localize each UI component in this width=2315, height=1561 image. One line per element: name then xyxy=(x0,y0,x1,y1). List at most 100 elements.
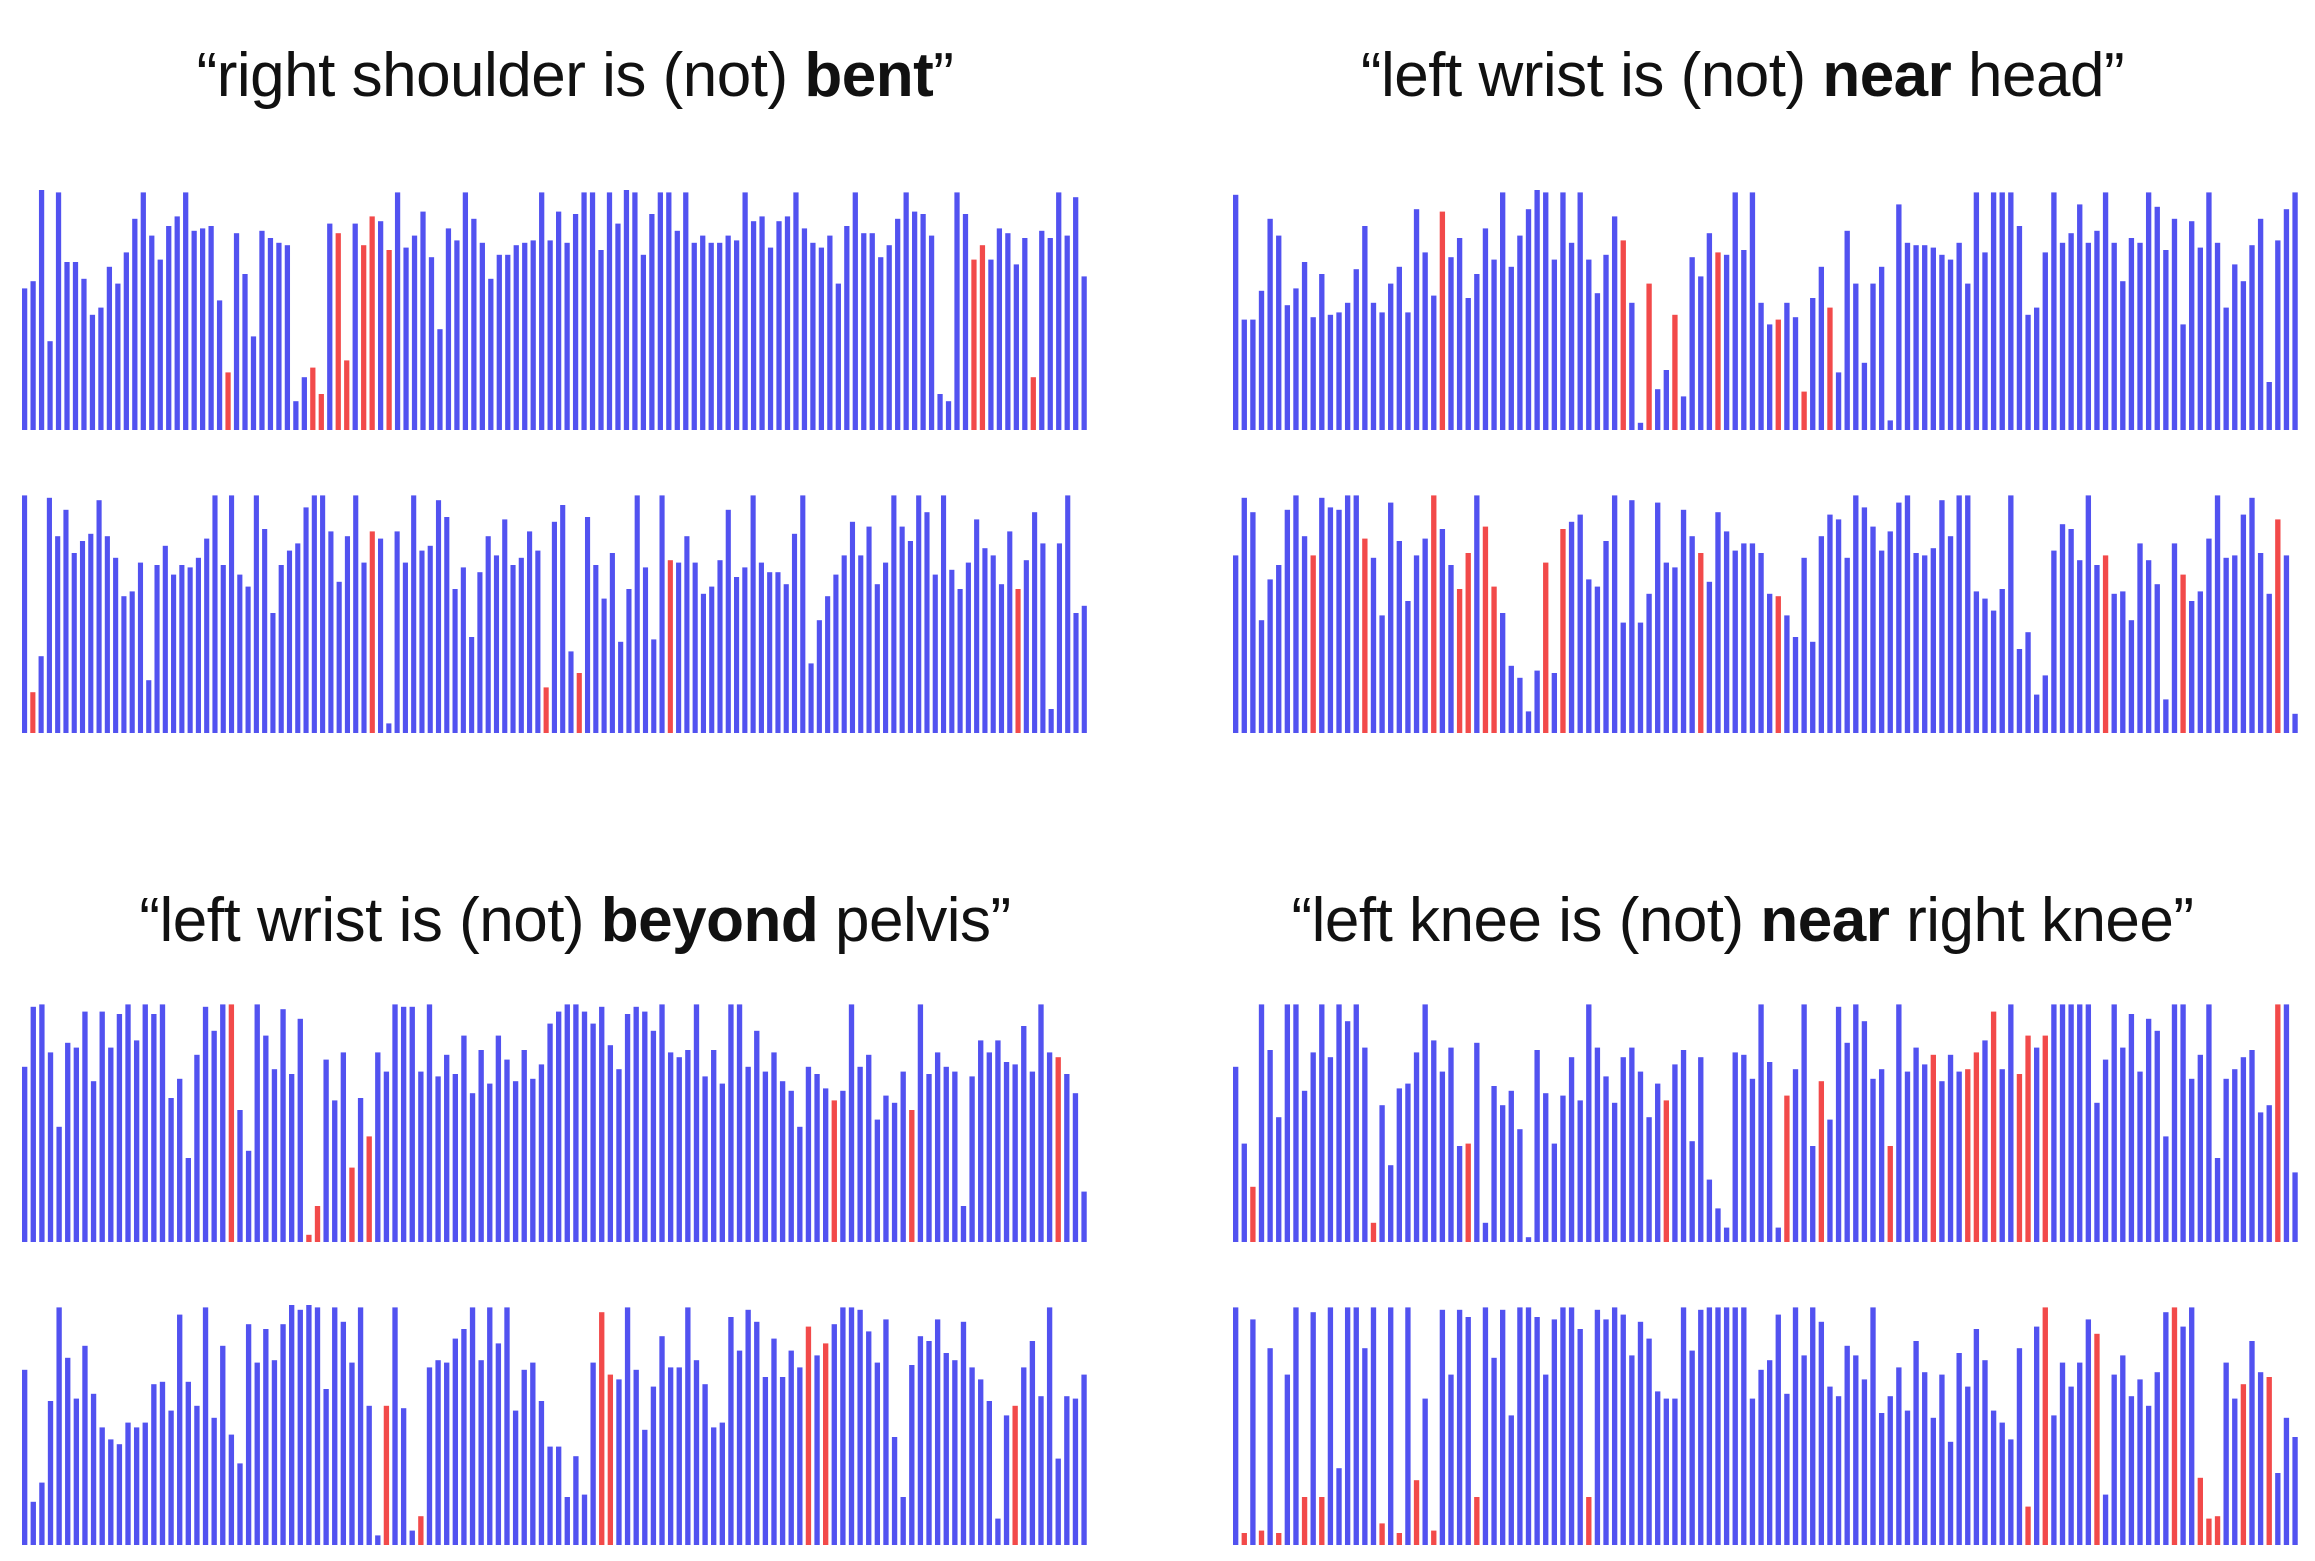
bar-positive xyxy=(607,1045,614,1242)
bar-positive xyxy=(1620,1314,1626,1545)
bar-positive xyxy=(183,192,189,430)
bar-positive xyxy=(1500,192,1506,430)
bar-positive xyxy=(2145,192,2152,430)
bar-positive xyxy=(1500,1105,1506,1242)
bar-positive xyxy=(1758,1004,1764,1242)
bar-positive xyxy=(1973,1329,1980,1545)
bar-positive xyxy=(742,567,748,733)
bar-positive xyxy=(1284,1374,1291,1545)
bar-positive xyxy=(1379,1105,1385,1242)
bar-positive xyxy=(883,562,889,733)
bar-negative xyxy=(805,1326,812,1545)
bar-positive xyxy=(2008,1004,2014,1242)
bar-positive xyxy=(1741,1307,1747,1545)
bar-positive xyxy=(659,1336,665,1545)
bar-positive xyxy=(634,495,640,733)
bar-positive xyxy=(2068,233,2074,430)
bar-positive xyxy=(220,565,226,733)
bar-positive xyxy=(2051,550,2057,733)
bar-positive xyxy=(1439,1309,1446,1545)
bar-positive xyxy=(2128,1014,2135,1242)
bar-positive xyxy=(1655,1391,1661,1545)
bar-positive xyxy=(1267,218,1273,430)
bar-positive xyxy=(734,240,740,430)
bar-positive xyxy=(478,1050,484,1242)
bar-positive xyxy=(899,526,905,733)
bar-positive xyxy=(1336,1004,1342,1242)
bar-positive xyxy=(1344,1307,1351,1545)
bar-positive xyxy=(47,1401,54,1545)
bar-strip-br-row2 xyxy=(1233,1307,2298,1545)
bar-positive xyxy=(2051,1004,2057,1242)
bar-positive xyxy=(191,230,197,430)
bar-positive xyxy=(2085,242,2092,430)
bar-positive xyxy=(510,565,516,733)
bar-positive xyxy=(581,1011,588,1242)
bar-positive xyxy=(1336,509,1342,733)
bar-positive xyxy=(762,1377,769,1545)
bar-positive xyxy=(771,1338,777,1545)
bar-positive xyxy=(1853,495,1859,733)
bar-positive xyxy=(2197,591,2203,733)
bar-positive xyxy=(1568,521,1575,733)
bar-positive xyxy=(2163,1312,2169,1545)
bar-positive xyxy=(1072,1398,1079,1545)
bar-positive xyxy=(900,1497,906,1545)
bar-positive xyxy=(1680,1050,1687,1242)
bar-positive xyxy=(719,1083,725,1242)
bar-negative xyxy=(1698,553,1704,733)
bar-positive xyxy=(907,541,913,733)
bar-positive xyxy=(1448,1374,1454,1545)
bar-positive xyxy=(762,1071,769,1242)
bar-positive xyxy=(2111,1374,2117,1545)
bar-positive xyxy=(303,507,309,733)
bar-positive xyxy=(581,1494,588,1545)
bar-positive xyxy=(808,663,814,733)
bar-positive xyxy=(650,1030,657,1242)
bar-positive xyxy=(1560,1095,1566,1242)
bar-positive xyxy=(1003,1415,1010,1545)
bar-positive xyxy=(2292,1172,2298,1242)
bar-positive xyxy=(952,1071,958,1242)
bar-positive xyxy=(728,1004,734,1242)
bar-positive xyxy=(1887,1396,1893,1545)
bar-positive xyxy=(146,680,152,733)
bar-positive xyxy=(1784,302,1790,430)
bar-positive xyxy=(1698,276,1704,430)
bar-positive xyxy=(551,521,557,733)
bar-positive xyxy=(125,1422,131,1545)
bar-positive xyxy=(22,1369,28,1545)
bar-positive xyxy=(1990,1410,1997,1545)
bar-positive xyxy=(965,562,971,733)
title-keyword: near xyxy=(1822,41,1952,110)
bar-positive xyxy=(81,278,87,430)
bar-negative xyxy=(1543,562,1549,733)
bar-positive xyxy=(1611,1102,1618,1242)
bar-negative xyxy=(1715,252,1721,430)
bar-positive xyxy=(1655,389,1661,430)
bar-positive xyxy=(776,221,782,430)
bar-positive xyxy=(564,1497,570,1545)
bar-positive xyxy=(383,1071,390,1242)
bar-positive xyxy=(982,548,988,733)
bar-positive xyxy=(1663,370,1669,430)
bar-positive xyxy=(2283,1004,2290,1242)
bar-positive xyxy=(874,1362,881,1545)
bar-positive xyxy=(2145,1405,2152,1545)
bar-positive xyxy=(435,500,442,733)
bar-positive xyxy=(1055,1458,1061,1545)
bar-positive xyxy=(1939,1081,1945,1242)
bar-positive xyxy=(1327,1307,1334,1545)
bar-positive xyxy=(1482,1307,1489,1545)
bar-positive xyxy=(1982,1040,1988,1242)
bar-positive xyxy=(1431,1040,1437,1242)
bar-positive xyxy=(1543,192,1549,430)
bar-positive xyxy=(185,1158,191,1242)
bar-positive xyxy=(1973,591,1980,733)
bar-positive xyxy=(1698,1057,1704,1242)
bar-positive xyxy=(1792,317,1799,430)
bar-negative xyxy=(971,259,977,430)
bar-positive xyxy=(245,1324,252,1545)
bar-positive xyxy=(2292,192,2298,430)
bar-positive xyxy=(667,1052,674,1242)
